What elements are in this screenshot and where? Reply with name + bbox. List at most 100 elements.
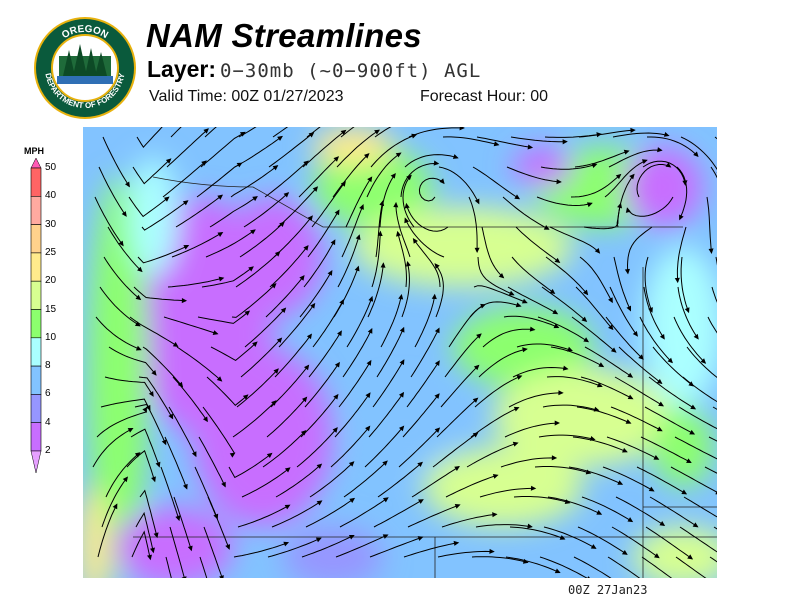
forecast-hour: Forecast Hour: 00 bbox=[420, 88, 549, 105]
streamline-arrow bbox=[244, 310, 251, 316]
streamline bbox=[160, 466, 180, 521]
streamline bbox=[233, 542, 289, 558]
streamline bbox=[476, 136, 533, 148]
streamline-arrow bbox=[693, 333, 699, 340]
legend-label: 40 bbox=[45, 190, 57, 202]
streamline bbox=[243, 192, 289, 228]
streamline bbox=[341, 204, 364, 258]
streamline bbox=[162, 160, 207, 198]
streamline bbox=[237, 504, 290, 528]
streamline bbox=[612, 132, 669, 138]
streamline bbox=[141, 200, 188, 231]
wind-streamline-map[interactable] bbox=[83, 127, 717, 578]
streamline-arrow bbox=[626, 305, 631, 312]
streamline bbox=[134, 403, 167, 445]
streamline-arrow bbox=[659, 521, 666, 527]
legend-label: 6 bbox=[45, 388, 51, 400]
streamline-arrow bbox=[242, 394, 249, 400]
streamline bbox=[231, 283, 277, 318]
streamline bbox=[682, 376, 717, 403]
streamline-arrow bbox=[273, 368, 279, 374]
streamline bbox=[201, 266, 254, 288]
streamline bbox=[175, 194, 223, 228]
streamline-arrow bbox=[659, 333, 665, 340]
streamline bbox=[570, 174, 621, 198]
streamline bbox=[198, 436, 226, 487]
streamline bbox=[236, 368, 279, 408]
streamline bbox=[100, 398, 151, 410]
streamline bbox=[101, 477, 128, 528]
streamline-arrow bbox=[686, 458, 692, 464]
wind-speed-area bbox=[283, 527, 383, 578]
streamline bbox=[272, 127, 289, 138]
streamline-arrow bbox=[398, 391, 405, 398]
streamline-arrow bbox=[307, 215, 313, 221]
streamline bbox=[475, 524, 532, 528]
layer-label: Layer: bbox=[147, 56, 217, 82]
streamline-arrow bbox=[137, 266, 143, 273]
streamline-arrow bbox=[627, 394, 634, 400]
streamline bbox=[400, 162, 439, 198]
streamline bbox=[677, 286, 699, 339]
streamline-arrow bbox=[587, 576, 590, 578]
streamline bbox=[334, 392, 371, 438]
streamline bbox=[274, 334, 312, 378]
streamline bbox=[644, 406, 695, 435]
streamline bbox=[173, 496, 192, 551]
streamline bbox=[481, 226, 504, 278]
streamline bbox=[572, 436, 627, 453]
streamline bbox=[277, 186, 318, 228]
streamline-arrow bbox=[658, 401, 664, 407]
streamline-arrow bbox=[182, 483, 188, 490]
streamline bbox=[301, 535, 354, 558]
streamline bbox=[534, 466, 591, 474]
streamline bbox=[468, 196, 478, 252]
streamline-arrow bbox=[367, 176, 373, 183]
streamline-arrow bbox=[161, 439, 167, 446]
streamline bbox=[539, 556, 588, 578]
streamline bbox=[138, 376, 174, 419]
streamline-arrow bbox=[277, 135, 283, 141]
streamline bbox=[676, 166, 688, 220]
streamline bbox=[615, 496, 665, 526]
streamline-arrow bbox=[284, 467, 291, 473]
streamline-arrow bbox=[417, 461, 423, 468]
streamline bbox=[168, 406, 197, 457]
streamline-arrow bbox=[382, 534, 389, 539]
streamline bbox=[206, 376, 248, 406]
streamline-arrow bbox=[489, 548, 495, 554]
streamline-arrow bbox=[516, 375, 523, 380]
streamline bbox=[676, 226, 687, 283]
legend-swatch bbox=[30, 252, 42, 282]
streamline-arrow bbox=[663, 131, 670, 137]
streamline-arrow bbox=[418, 499, 424, 504]
streamline bbox=[99, 286, 141, 327]
streamline-arrow bbox=[656, 426, 663, 432]
streamline bbox=[380, 294, 402, 348]
streamline-arrow bbox=[690, 404, 697, 410]
wind-speed-area bbox=[493, 367, 673, 467]
streamline-arrow bbox=[216, 376, 223, 382]
streamline bbox=[571, 316, 617, 353]
streamline bbox=[164, 436, 188, 489]
streamline bbox=[616, 174, 635, 228]
streamline bbox=[273, 215, 313, 258]
streamline bbox=[244, 307, 286, 348]
legend-label: 4 bbox=[45, 416, 51, 428]
streamline-arrow bbox=[393, 201, 399, 208]
streamline-arrow bbox=[229, 452, 236, 458]
streamline-arrow bbox=[581, 316, 588, 322]
streamline-arrow bbox=[549, 288, 556, 294]
streamline-arrow bbox=[474, 198, 480, 205]
streamline bbox=[581, 496, 633, 522]
streamline bbox=[513, 496, 570, 504]
streamline-arrow bbox=[248, 266, 254, 272]
streamline bbox=[613, 256, 631, 311]
streamline bbox=[506, 166, 561, 183]
streamline bbox=[209, 196, 258, 228]
streamline-arrow bbox=[627, 517, 634, 523]
streamline bbox=[133, 286, 186, 302]
legend-swatch bbox=[30, 337, 42, 367]
streamline bbox=[675, 556, 707, 578]
streamline bbox=[438, 166, 480, 204]
